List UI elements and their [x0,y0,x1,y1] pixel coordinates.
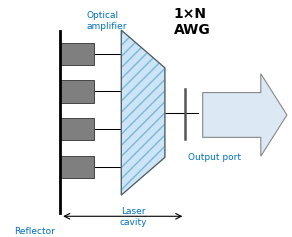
Polygon shape [203,74,287,156]
Text: Reflector: Reflector [14,227,55,236]
Text: 1×N
AWG: 1×N AWG [174,7,210,37]
Bar [60,42,94,65]
Bar [60,156,94,178]
Bar [60,80,94,103]
Text: Optical
amplifier: Optical amplifier [86,11,127,31]
Polygon shape [121,30,165,195]
Text: Laser
cavity: Laser cavity [119,207,147,227]
Bar [60,118,94,140]
Text: Output port: Output port [188,153,241,162]
